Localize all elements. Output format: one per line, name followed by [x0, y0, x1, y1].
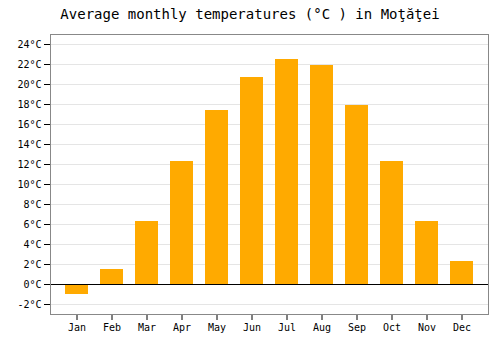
svg-text:20°C: 20°C — [17, 79, 41, 90]
svg-text:-2°C: -2°C — [17, 299, 41, 310]
svg-text:4°C: 4°C — [23, 239, 41, 250]
svg-text:12°C: 12°C — [17, 159, 41, 170]
svg-text:24°C: 24°C — [17, 39, 41, 50]
svg-text:18°C: 18°C — [17, 99, 41, 110]
svg-text:Nov: Nov — [418, 322, 436, 333]
svg-text:6°C: 6°C — [23, 219, 41, 230]
svg-text:0°C: 0°C — [23, 279, 41, 290]
svg-text:Oct: Oct — [383, 322, 401, 333]
svg-text:8°C: 8°C — [23, 199, 41, 210]
svg-text:10°C: 10°C — [17, 179, 41, 190]
svg-text:22°C: 22°C — [17, 59, 41, 70]
svg-text:Jul: Jul — [278, 322, 296, 333]
html-text:Average monthly temperatures (: Average monthly temperatures (°C ) in Mo… — [60, 6, 440, 22]
svg-text:Mar: Mar — [138, 322, 156, 333]
svg-text:14°C: 14°C — [17, 139, 41, 150]
svg-text:Aug: Aug — [313, 322, 331, 333]
svg-text:Apr: Apr — [173, 322, 191, 333]
svg-text:May: May — [208, 322, 226, 333]
svg-text:Jan: Jan — [68, 322, 86, 333]
svg-text:Dec: Dec — [453, 322, 471, 333]
svg-text:Feb: Feb — [103, 322, 121, 333]
svg-text:Jun: Jun — [243, 322, 261, 333]
svg-text:Sep: Sep — [348, 322, 366, 333]
svg-text:2°C: 2°C — [23, 259, 41, 270]
svg-text:16°C: 16°C — [17, 119, 41, 130]
